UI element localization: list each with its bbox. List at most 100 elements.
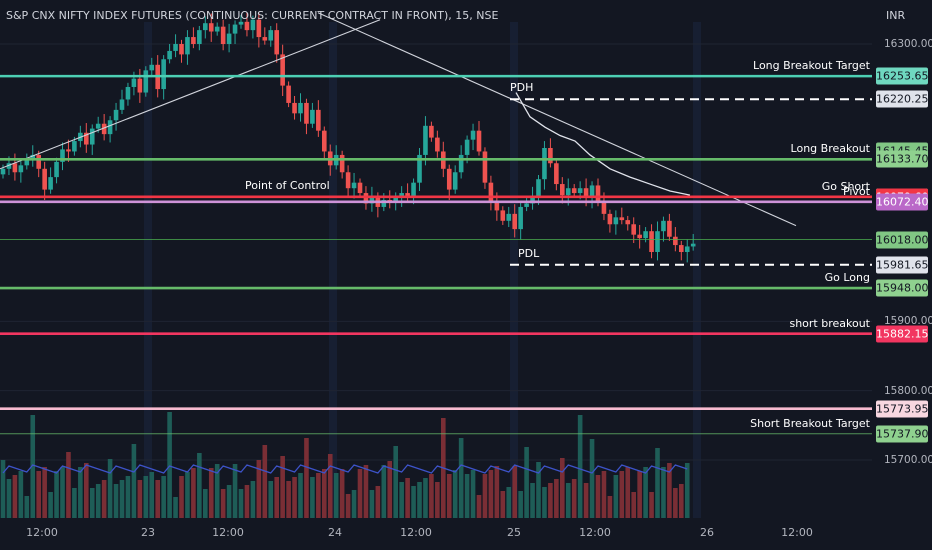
volume-bar	[173, 497, 178, 518]
candle	[322, 126, 327, 160]
candle	[214, 22, 220, 36]
candle	[185, 30, 190, 65]
price-badge: 15737.90	[876, 425, 929, 443]
volume-bar	[244, 485, 250, 518]
volume-bar	[488, 470, 494, 518]
volume-bar	[12, 475, 18, 518]
volume-bar	[417, 482, 422, 518]
volume-bar	[458, 438, 464, 518]
candle	[125, 82, 131, 106]
rising-trendline	[0, 19, 381, 170]
candle	[244, 12, 250, 37]
volume-bar	[60, 467, 65, 518]
candle	[345, 165, 351, 197]
volume-bar	[565, 483, 571, 518]
candle	[476, 120, 482, 156]
volume-bar	[548, 483, 553, 518]
candle	[262, 27, 268, 45]
volume-bar	[143, 476, 149, 518]
chart-title: S&P CNX NIFTY INDEX FUTURES (CONTINUOUS:…	[6, 9, 499, 22]
volume-bar	[381, 465, 387, 518]
x-tick-label: 12:00	[26, 526, 58, 539]
volume-bar	[208, 468, 214, 518]
volume-bar	[536, 462, 541, 518]
volume-bar	[167, 412, 172, 518]
candle	[607, 209, 613, 233]
trend-lines	[0, 12, 797, 227]
grid-lines	[0, 43, 872, 461]
session-band-2	[510, 22, 518, 518]
volume-bar	[185, 472, 190, 518]
candle	[24, 153, 30, 170]
candle	[518, 202, 523, 240]
candle	[256, 12, 262, 48]
level-lines	[0, 74, 872, 435]
candle	[310, 102, 315, 128]
volume-bar	[679, 484, 684, 518]
volume-bar	[577, 415, 583, 518]
volume-bar	[214, 464, 220, 518]
volume-bar	[518, 491, 523, 518]
candle	[280, 44, 285, 96]
volume-bar	[113, 484, 119, 518]
volume-bar	[0, 460, 6, 518]
volume-bar	[226, 485, 232, 518]
volume-bar	[684, 463, 690, 518]
candle	[405, 183, 410, 203]
volume-bar	[583, 483, 589, 518]
candle	[292, 96, 297, 120]
candle	[542, 141, 547, 190]
price-badge: 15773.95	[876, 400, 929, 418]
volume-bar	[345, 494, 351, 518]
level-label: Short Breakout Target	[750, 416, 870, 430]
candle	[143, 66, 149, 97]
volume-bar	[220, 489, 226, 518]
volume-bar	[89, 488, 95, 518]
candle	[423, 116, 428, 166]
volume-bar	[339, 469, 345, 518]
volume-bar	[36, 471, 41, 518]
volume-bar	[30, 415, 36, 518]
level-label: Long Breakout	[790, 142, 870, 156]
volume-bar	[131, 444, 137, 518]
session-band-3	[693, 22, 701, 518]
volume-bar	[667, 463, 672, 518]
volume-bar	[524, 447, 529, 518]
volume-bar	[316, 473, 321, 518]
price-badge: 15948.00	[876, 279, 929, 297]
candle	[226, 23, 232, 53]
volume-bar	[274, 477, 279, 518]
volume-bar	[655, 448, 660, 518]
candle	[84, 123, 89, 153]
candle	[173, 34, 178, 58]
candle	[137, 68, 143, 103]
candlesticks	[0, 12, 696, 263]
candle	[429, 121, 434, 142]
candle	[560, 177, 565, 204]
candle	[637, 224, 642, 249]
volume-bar	[554, 479, 559, 518]
candle	[179, 39, 184, 63]
volume-bar	[607, 496, 613, 518]
price-badge: 16133.70	[876, 150, 929, 168]
candle	[530, 186, 535, 210]
volume-bar	[452, 470, 458, 518]
y-tick-label: 15800.00	[884, 384, 932, 397]
candle	[631, 217, 636, 243]
level-label: short breakout	[789, 316, 870, 330]
candle	[268, 25, 274, 47]
volume-bar	[446, 474, 452, 518]
candle	[60, 142, 65, 171]
volume-bar	[435, 482, 440, 518]
price-badge: 16253.65	[876, 67, 929, 85]
volume-bar	[54, 471, 59, 518]
candle	[54, 157, 59, 184]
candle	[488, 175, 494, 211]
candle	[101, 114, 107, 141]
candle	[524, 196, 529, 212]
session-band-1	[329, 22, 337, 518]
candle	[208, 13, 214, 42]
session-separators	[144, 22, 701, 518]
candle	[316, 100, 321, 137]
